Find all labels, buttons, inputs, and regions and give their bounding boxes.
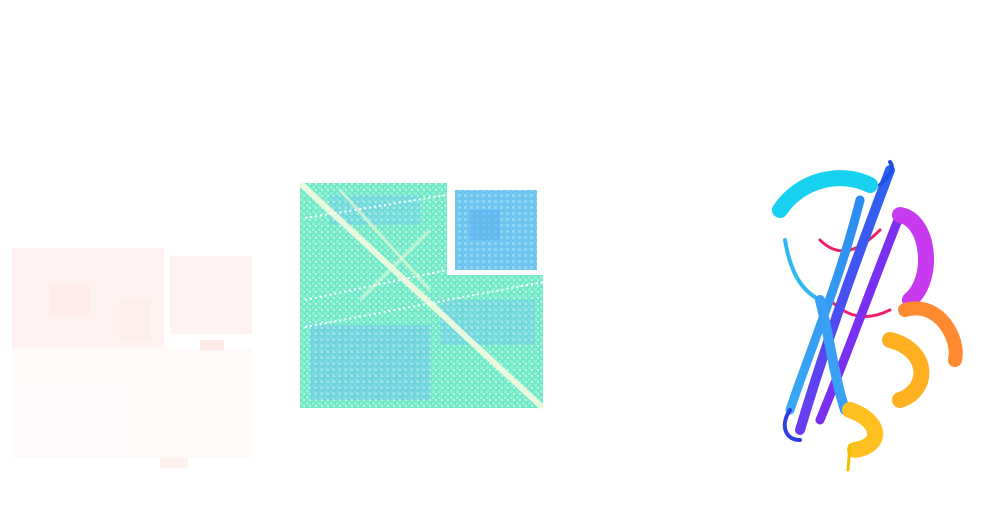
faint-heatmap <box>12 248 252 468</box>
contact-map <box>297 180 546 411</box>
protein-structure <box>772 160 963 472</box>
